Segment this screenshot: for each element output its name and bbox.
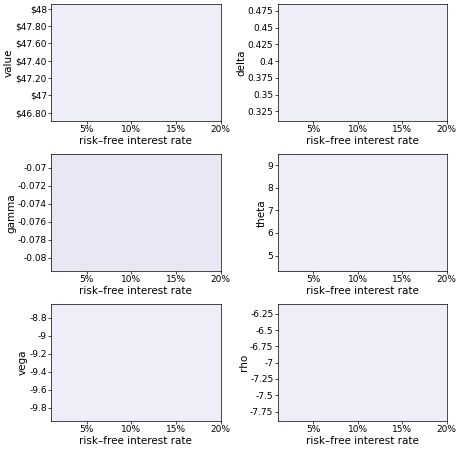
Y-axis label: rho: rho	[239, 354, 248, 371]
Y-axis label: gamma: gamma	[6, 193, 17, 233]
X-axis label: risk–free interest rate: risk–free interest rate	[306, 436, 419, 446]
Y-axis label: delta: delta	[236, 50, 246, 76]
X-axis label: risk–free interest rate: risk–free interest rate	[79, 436, 192, 446]
Y-axis label: vega: vega	[18, 350, 28, 375]
X-axis label: risk–free interest rate: risk–free interest rate	[306, 136, 419, 146]
X-axis label: risk–free interest rate: risk–free interest rate	[306, 286, 419, 296]
Y-axis label: theta: theta	[256, 199, 266, 226]
X-axis label: risk–free interest rate: risk–free interest rate	[79, 136, 192, 146]
X-axis label: risk–free interest rate: risk–free interest rate	[79, 286, 192, 296]
Y-axis label: value: value	[4, 49, 14, 77]
